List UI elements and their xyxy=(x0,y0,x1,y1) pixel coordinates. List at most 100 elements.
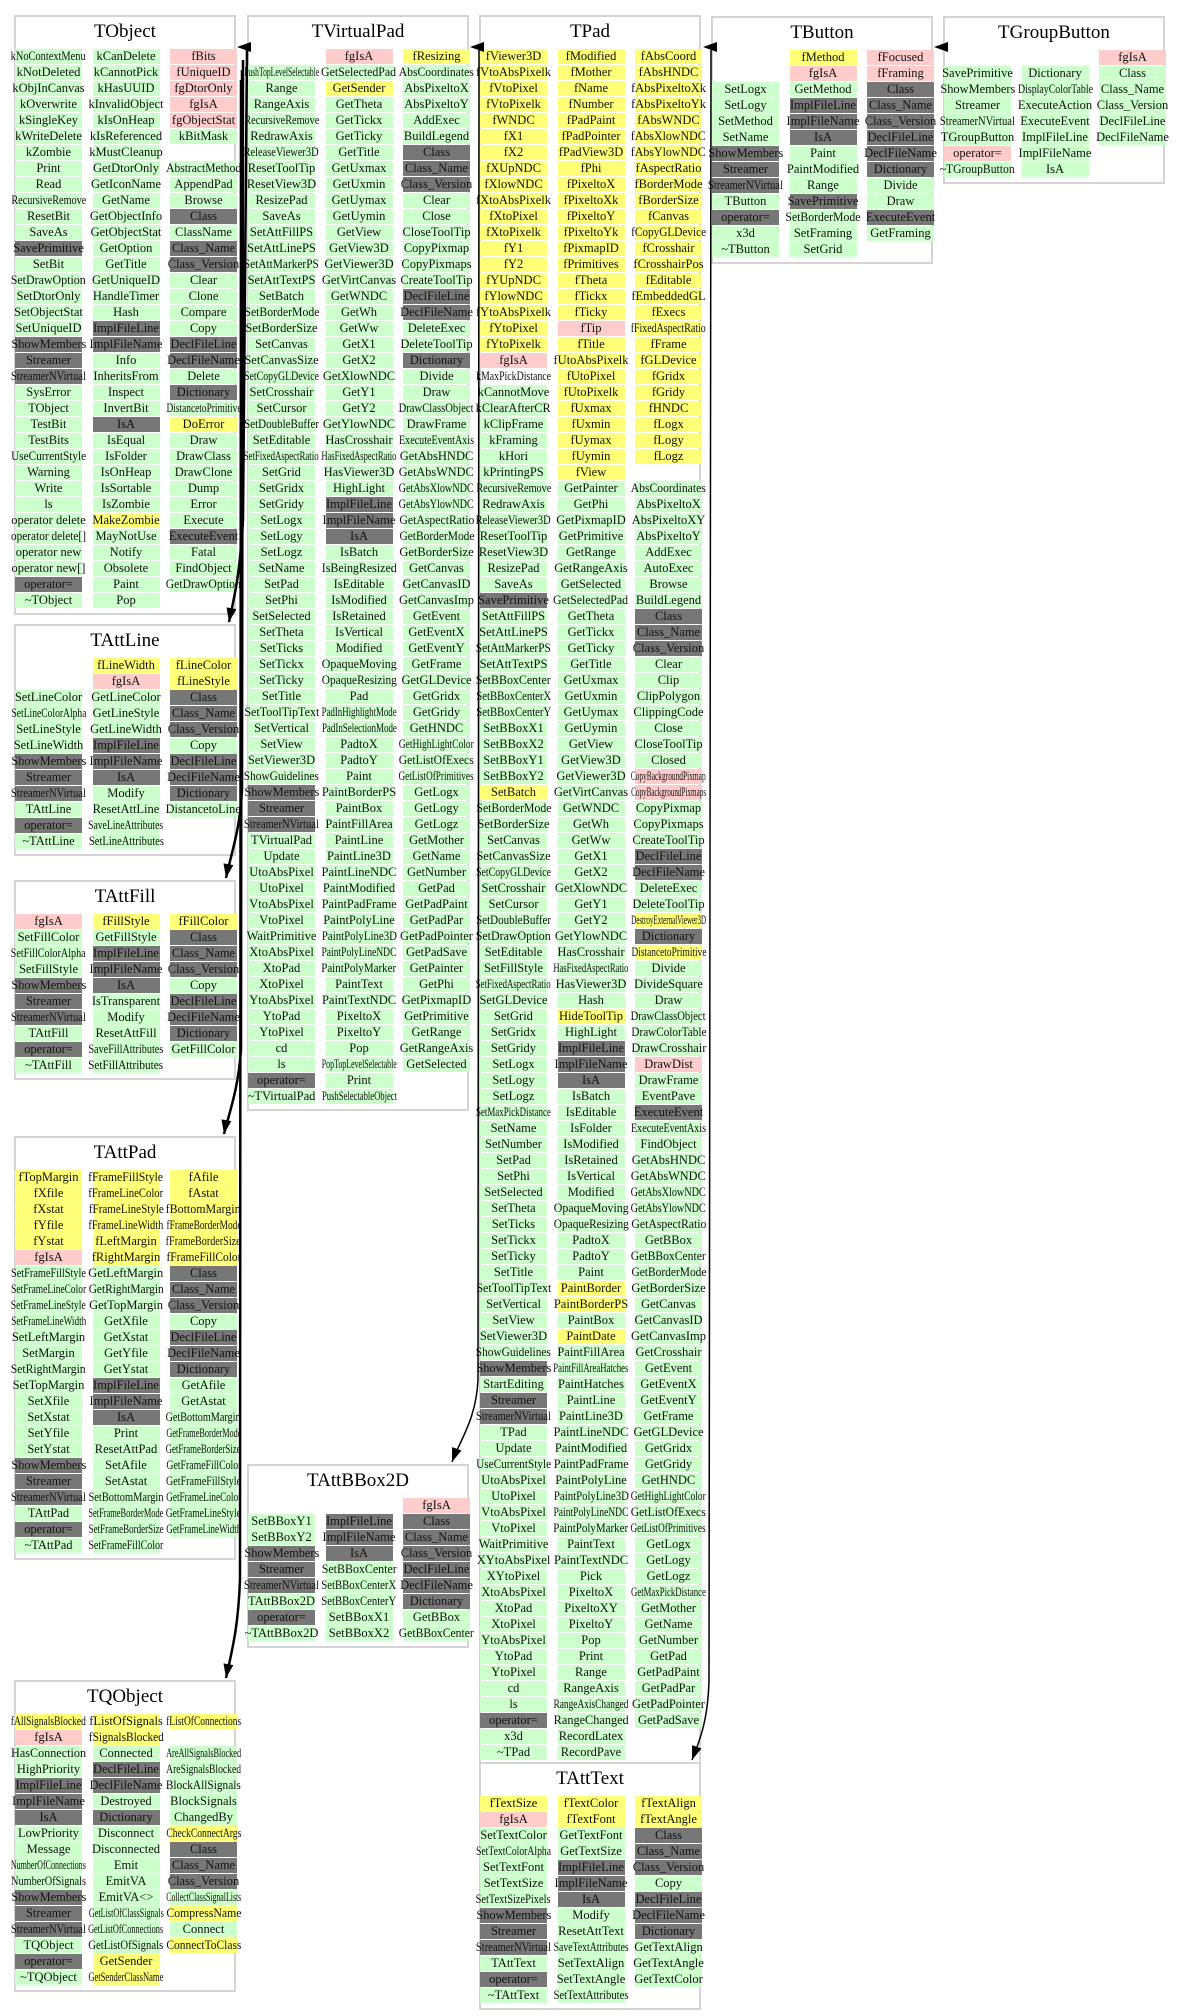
member-cell: Class_Name xyxy=(403,161,470,176)
member-cell: GetListOfPrimitives xyxy=(631,1521,706,1536)
member-name: UtoAbsPixel xyxy=(481,1473,546,1487)
member-cell: ImplFileLine xyxy=(325,1514,393,1529)
member-cell: Paint xyxy=(325,769,393,784)
member-name: CloseToolTip xyxy=(402,225,471,239)
member-cell: SetBBoxCenterX xyxy=(476,689,551,704)
member-name: GetRange xyxy=(566,545,616,559)
member-name: TAttBBox2D xyxy=(247,1594,316,1608)
member-cell: PaintHatches xyxy=(557,1377,625,1392)
member-name: SetViewer3D xyxy=(247,753,316,767)
member-cell: StreamerNVirtual xyxy=(244,817,319,832)
member-name: BlockSignals xyxy=(170,1794,237,1808)
member-cell: PaintTextNDC xyxy=(554,1553,628,1568)
member-name: YtoAbsPixel xyxy=(481,1633,546,1647)
member-name: GetBorderSize xyxy=(631,1281,706,1295)
member-cell: Modified xyxy=(557,1185,625,1200)
member-cell: fFillStyle xyxy=(92,914,160,929)
member-cell: Class_Name xyxy=(170,946,237,961)
member-cell: ExecuteEvent xyxy=(169,529,238,544)
member-name: SaveFillAttributes xyxy=(88,1042,164,1056)
member-cell: fFillColor xyxy=(170,914,237,929)
member-name: SysError xyxy=(26,385,71,399)
member-name: AbsPixeltoX xyxy=(636,497,701,511)
member-name: DistancetoLine xyxy=(165,802,242,816)
member-name: StreamerNVirtual xyxy=(244,817,319,831)
member-cell: CloseToolTip xyxy=(634,737,703,752)
member-cell: CopyPixmap xyxy=(635,801,702,816)
member-cell: GetPainter xyxy=(557,481,625,496)
member-cell: GetLogx xyxy=(403,785,470,800)
member-name: HideToolTip xyxy=(559,1009,623,1023)
member-cell: Read xyxy=(15,177,82,192)
member-name: cd xyxy=(507,1681,520,1695)
member-cell: SetCanvasSize xyxy=(244,353,319,368)
member-cell: GetGridx xyxy=(403,689,470,704)
member-name: Class_Version xyxy=(400,1546,473,1560)
member-name: GetTitle xyxy=(570,657,612,671)
member-cell: TAttLine xyxy=(15,802,82,817)
member-name: ImplFileLine xyxy=(790,98,856,112)
member-cell: kNotDeleted xyxy=(15,65,82,80)
member-name: fXtoPixel xyxy=(489,209,538,223)
member-name: SetFillColor xyxy=(17,930,80,944)
member-name: ImplFileLine xyxy=(1022,130,1088,144)
member-name: Class xyxy=(189,1266,218,1280)
member-name: PaintPolyMarker xyxy=(553,1521,629,1535)
member-name: ImplFileName xyxy=(12,1794,85,1808)
member-name: PaintTextNDC xyxy=(553,1553,629,1567)
member-cell: ResetToolTip xyxy=(248,161,315,176)
member-cell: SetBBoxCenterY xyxy=(476,705,551,720)
member-name: BlockAllSignals xyxy=(166,1778,241,1792)
member-name: Class xyxy=(189,1842,218,1856)
member-name: kZombie xyxy=(25,145,72,159)
member-cell: PaintPolyLineNDC xyxy=(554,1505,629,1520)
member-cell: IsA xyxy=(92,417,160,432)
member-name: PaintLine xyxy=(566,1393,616,1407)
member-cell: GetAbsXlowNDC xyxy=(631,1185,706,1200)
member-name: VtoAbsPixel xyxy=(481,1505,546,1519)
member-cell: NumberOfSignals xyxy=(11,1874,86,1889)
member-cell: fLeftMargin xyxy=(92,1234,160,1249)
member-name: Dictionary xyxy=(409,353,464,367)
member-cell: DrawClone xyxy=(170,465,237,480)
member-cell: XYtoPixel xyxy=(480,1569,547,1584)
member-name: GetFrameBorderSize xyxy=(166,1442,241,1456)
member-name: kHasUUID xyxy=(97,81,155,95)
member-name: EmitVA<> xyxy=(98,1890,154,1904)
member-name: Class_Version xyxy=(167,257,240,271)
member-cell: GetX1 xyxy=(325,337,393,352)
member-cell: operator= xyxy=(248,1073,315,1088)
member-name: DeclFileLine xyxy=(170,754,237,768)
member-cell: fTextColor xyxy=(557,1796,625,1811)
member-name: Copy xyxy=(189,978,218,992)
member-name: PadtoX xyxy=(572,1233,610,1247)
member-name: GetCanvasImp xyxy=(631,1329,706,1343)
member-name: SetLogz xyxy=(260,545,303,559)
member-cell: operator= xyxy=(15,1042,82,1057)
member-cell: ~TAttPad xyxy=(15,1538,82,1553)
member-name: SetCopyGLDevice xyxy=(476,865,551,879)
member-cell: SetName xyxy=(480,1121,547,1136)
member-cell: fgDtorOnly xyxy=(170,81,237,96)
member-cell: fMother xyxy=(557,65,625,80)
member-name: GetTheta xyxy=(567,609,615,623)
member-cell: fUxmin xyxy=(557,417,625,432)
member-name: Clip xyxy=(657,673,680,687)
member-cell: DeclFileName xyxy=(90,1778,162,1793)
member-cell: SetAttTextPS xyxy=(480,657,547,672)
member-cell: GetAfile xyxy=(170,1378,237,1393)
member-cell: fFocused xyxy=(867,50,934,65)
member-name: GetFrame xyxy=(411,657,462,671)
member-name: SetTitle xyxy=(493,1265,534,1279)
member-cell: PixeltoX xyxy=(557,1585,625,1600)
member-name: SavePrimitive xyxy=(942,66,1013,80)
member-name: fCrosshairPos xyxy=(633,257,704,271)
member-name: fResizing xyxy=(412,49,461,63)
member-cell: SetBBoxY2 xyxy=(480,769,547,784)
member-name: SetBBoxX2 xyxy=(483,737,544,751)
member-cell: SetFrameBorderSize xyxy=(89,1522,163,1537)
empty-cell xyxy=(170,145,237,160)
member-name: DeclFileName xyxy=(632,1908,705,1922)
member-name: IsA xyxy=(349,529,369,543)
member-name: SetGridx xyxy=(490,1025,537,1039)
